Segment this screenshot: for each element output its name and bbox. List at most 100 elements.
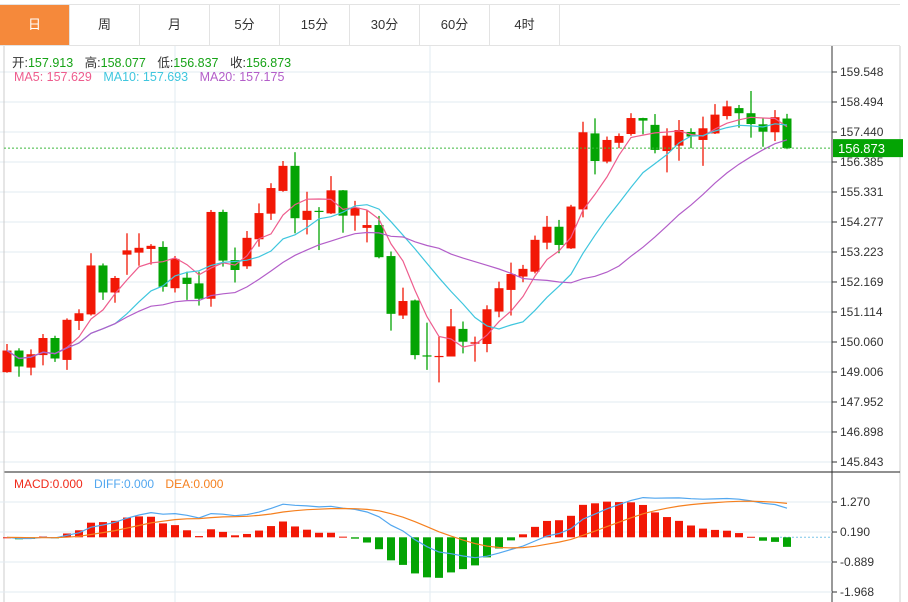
candle-up bbox=[38, 338, 48, 356]
candle-up bbox=[2, 350, 12, 373]
candle-down bbox=[374, 225, 384, 258]
macd-bar bbox=[663, 517, 671, 538]
macd-bar bbox=[327, 532, 335, 538]
macd-bar bbox=[27, 537, 35, 539]
candle-down bbox=[98, 265, 108, 293]
candle-up bbox=[542, 226, 552, 243]
candle-down bbox=[290, 165, 300, 219]
candle-down bbox=[782, 118, 792, 149]
tab-6[interactable]: 60分 bbox=[420, 5, 490, 45]
macd-bar bbox=[111, 520, 119, 538]
price-tick-label: 155.331 bbox=[840, 185, 884, 199]
candle-down bbox=[554, 226, 564, 245]
macd-bar bbox=[471, 537, 479, 566]
candle-up bbox=[206, 211, 216, 299]
macd-bar bbox=[63, 533, 71, 538]
candle-down bbox=[686, 131, 696, 137]
tab-3[interactable]: 5分 bbox=[210, 5, 280, 45]
open-label: 开: bbox=[12, 56, 28, 70]
tab-7[interactable]: 4时 bbox=[490, 5, 560, 45]
price-tick-label: 150.060 bbox=[840, 335, 884, 349]
tab-4[interactable]: 15分 bbox=[280, 5, 350, 45]
macd-bar bbox=[639, 504, 647, 538]
macd-bar bbox=[651, 512, 659, 538]
macd-bar bbox=[147, 516, 155, 538]
tab-5[interactable]: 30分 bbox=[350, 5, 420, 45]
macd-bar bbox=[339, 536, 347, 538]
candle-up bbox=[626, 118, 636, 134]
macd-bar bbox=[711, 529, 719, 538]
tab-1[interactable]: 周 bbox=[70, 5, 140, 45]
candle-up bbox=[674, 129, 684, 146]
price-tick-label: 159.548 bbox=[840, 65, 884, 79]
macd-bar bbox=[243, 533, 251, 538]
macd-bar bbox=[483, 537, 491, 558]
candle-down bbox=[422, 355, 432, 357]
period-tabs: 日周月 5分 15分 30分 60分 4时 bbox=[0, 4, 900, 46]
tab-2[interactable]: 月 bbox=[140, 5, 210, 45]
candle-up bbox=[698, 128, 708, 140]
ma10-line bbox=[6, 123, 788, 360]
macd-bar bbox=[627, 502, 635, 538]
candle-down bbox=[338, 190, 348, 216]
ohlc-readout: 开:157.913 高:158.077 低:156.837 收:156.873 bbox=[12, 52, 299, 71]
candle-up bbox=[566, 206, 576, 249]
candle-up bbox=[398, 301, 408, 316]
candle-up bbox=[446, 326, 456, 357]
macd-bar bbox=[423, 537, 431, 578]
candle-up bbox=[362, 225, 372, 228]
macd-bar bbox=[75, 530, 83, 538]
candle-up bbox=[722, 106, 732, 117]
macd-bar bbox=[603, 501, 611, 538]
macd-bar bbox=[543, 520, 551, 538]
macd-bar bbox=[375, 537, 383, 550]
price-tick-label: 153.223 bbox=[840, 245, 884, 259]
macd-bar bbox=[363, 537, 371, 543]
price-tick-label: 149.006 bbox=[840, 365, 884, 379]
dea-value: DEA:0.000 bbox=[165, 477, 224, 491]
tab-0[interactable]: 日 bbox=[0, 5, 70, 45]
macd-bar bbox=[591, 503, 599, 538]
macd-bar bbox=[519, 534, 527, 538]
macd-bar bbox=[159, 523, 167, 538]
macd-bar bbox=[267, 526, 275, 538]
candle-up bbox=[530, 239, 540, 272]
candle-down bbox=[650, 124, 660, 150]
ma-readout: MA5: 157.629 MA10: 157.693 MA20: 157.175 bbox=[14, 70, 292, 84]
candle-up bbox=[26, 354, 36, 368]
macd-bar bbox=[231, 535, 239, 538]
candle-down bbox=[314, 210, 324, 213]
candle-up bbox=[482, 309, 492, 344]
macd-bar bbox=[759, 537, 767, 541]
macd-bar bbox=[567, 515, 575, 538]
low-value: 156.837 bbox=[173, 56, 219, 70]
macd-bar bbox=[303, 529, 311, 538]
candle-up bbox=[302, 210, 312, 220]
macd-bar bbox=[123, 517, 131, 538]
macd-bar bbox=[783, 537, 791, 547]
candle-down bbox=[458, 328, 468, 342]
candle-down bbox=[182, 277, 192, 284]
ma20-value: MA20: 157.175 bbox=[199, 70, 285, 84]
candle-up bbox=[146, 245, 156, 249]
macd-bar bbox=[171, 525, 179, 538]
price-tick-label: 154.277 bbox=[840, 215, 884, 229]
macd-bar bbox=[699, 528, 707, 538]
price-tick-label: 152.169 bbox=[840, 275, 884, 289]
macd-bar bbox=[279, 521, 287, 538]
macd-bar bbox=[555, 520, 563, 538]
macd-bar bbox=[723, 530, 731, 538]
ma10-value: MA10: 157.693 bbox=[103, 70, 189, 84]
macd-bar bbox=[735, 533, 743, 538]
macd-bar bbox=[579, 504, 587, 538]
close-label: 收: bbox=[229, 56, 246, 70]
current-price-label: 156.873 bbox=[838, 141, 885, 156]
candle-down bbox=[386, 256, 396, 314]
candle-up bbox=[614, 135, 624, 143]
ma20-line bbox=[6, 139, 788, 360]
price-tick-label: 158.494 bbox=[840, 95, 884, 109]
candle-down bbox=[194, 283, 204, 299]
macd-bar bbox=[615, 502, 623, 538]
macd-bar bbox=[15, 537, 23, 540]
